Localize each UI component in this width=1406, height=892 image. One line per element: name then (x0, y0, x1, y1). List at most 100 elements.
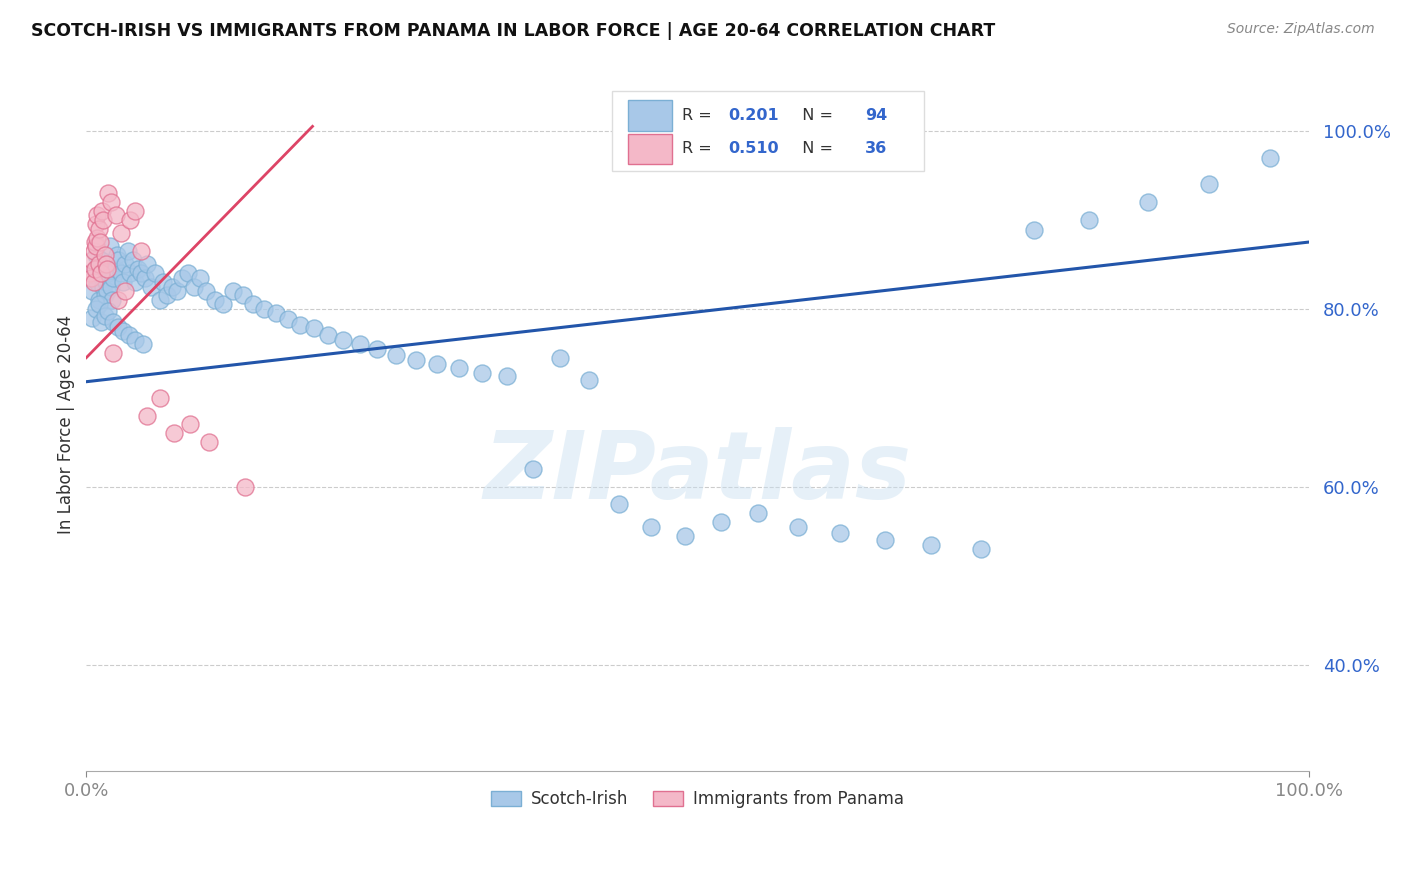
Point (183, 279, 205, 293)
Point (1136, 194, 1159, 209)
Text: 94: 94 (865, 108, 887, 123)
Point (179, 417, 201, 432)
Point (93, 309, 115, 323)
Point (90, 266, 112, 280)
Point (117, 244, 139, 258)
Point (83, 261, 105, 276)
Point (548, 351, 571, 365)
Point (277, 312, 299, 326)
Point (83, 244, 105, 258)
Point (100, 194, 122, 209)
Point (114, 284, 136, 298)
Point (98, 239, 121, 253)
Point (84, 248, 107, 262)
Point (93, 279, 115, 293)
Point (197, 435, 219, 450)
Point (118, 328, 141, 343)
Point (152, 275, 174, 289)
Point (83, 261, 105, 276)
Point (318, 328, 340, 343)
Point (111, 275, 134, 289)
Point (89, 235, 111, 249)
Point (93, 288, 115, 302)
Point (91, 203, 114, 218)
Point (710, 516, 733, 530)
Point (87, 257, 110, 271)
Point (787, 519, 810, 533)
Point (89, 266, 111, 280)
Point (747, 507, 769, 521)
Point (471, 366, 494, 380)
Point (290, 318, 312, 332)
Point (131, 266, 153, 280)
Point (143, 266, 166, 280)
Point (86, 208, 108, 222)
FancyBboxPatch shape (612, 91, 924, 171)
Point (87, 293, 110, 307)
Point (97, 186, 120, 200)
Point (264, 306, 287, 320)
Point (86, 275, 108, 289)
Point (101, 293, 124, 307)
Point (578, 373, 600, 387)
Point (114, 257, 136, 271)
Point (195, 284, 218, 298)
Point (110, 266, 132, 280)
Point (1198, 178, 1220, 192)
Point (332, 333, 354, 347)
Point (127, 261, 149, 276)
Text: R =: R = (682, 108, 717, 123)
Point (124, 333, 146, 347)
Point (149, 293, 172, 307)
Point (97, 303, 120, 318)
Text: 0.510: 0.510 (728, 142, 779, 156)
Point (82, 284, 104, 298)
Text: SCOTCH-IRISH VS IMMIGRANTS FROM PANAMA IN LABOR FORCE | AGE 20-64 CORRELATION CH: SCOTCH-IRISH VS IMMIGRANTS FROM PANAMA I… (31, 22, 995, 40)
Point (426, 357, 449, 371)
Point (97, 266, 120, 280)
Point (124, 203, 146, 218)
Point (232, 288, 254, 302)
Point (405, 353, 427, 368)
Point (121, 252, 143, 267)
Point (349, 337, 371, 351)
Point (131, 337, 153, 351)
Point (93, 212, 115, 227)
Point (87, 297, 110, 311)
Point (80, 270, 103, 285)
Point (1022, 223, 1045, 237)
Point (242, 297, 264, 311)
Point (87, 257, 110, 271)
Point (640, 519, 662, 533)
Point (609, 498, 631, 512)
Text: 36: 36 (865, 142, 887, 156)
Point (124, 275, 146, 289)
Point (94, 275, 117, 289)
Point (170, 270, 193, 285)
Point (496, 369, 519, 384)
Point (105, 248, 128, 262)
Point (366, 342, 388, 356)
Point (107, 319, 129, 334)
Point (384, 348, 406, 362)
Point (91, 270, 114, 285)
Point (82, 252, 104, 267)
Point (212, 297, 235, 311)
Point (103, 315, 125, 329)
Point (204, 293, 226, 307)
Point (100, 279, 122, 293)
Point (873, 533, 896, 547)
Point (188, 270, 211, 285)
Point (83, 275, 105, 289)
Point (104, 261, 127, 276)
Point (828, 525, 851, 540)
Point (84, 217, 107, 231)
Text: N =: N = (792, 142, 838, 156)
Point (93, 248, 115, 262)
Point (84, 301, 107, 316)
FancyBboxPatch shape (628, 134, 672, 164)
Point (156, 288, 179, 302)
Point (86, 230, 108, 244)
Point (166, 284, 188, 298)
Text: R =: R = (682, 142, 717, 156)
